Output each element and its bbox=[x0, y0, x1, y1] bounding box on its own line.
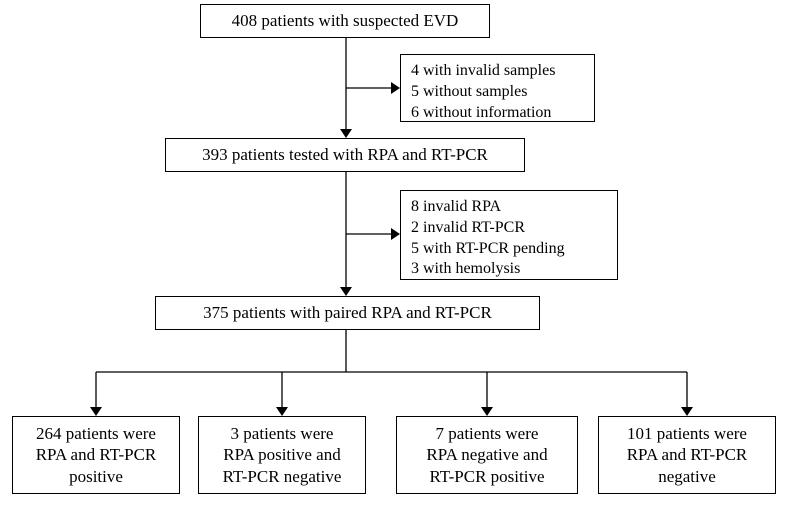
node-paired-results: 375 patients with paired RPA and RT-PCR bbox=[155, 296, 540, 330]
line: negative bbox=[658, 467, 716, 486]
exclusion-item: 4 with invalid samples bbox=[411, 61, 584, 82]
exclusion-item: 3 with hemolysis bbox=[411, 259, 607, 280]
line: 3 patients were bbox=[231, 424, 334, 443]
exclusion-box-1: 4 with invalid samples 5 without samples… bbox=[400, 54, 595, 122]
outcome-pos-pos: 264 patients were RPA and RT-PCR positiv… bbox=[12, 416, 180, 494]
line: RPA and RT-PCR bbox=[36, 445, 157, 464]
line: 264 patients were bbox=[36, 424, 156, 443]
node-text: 3 patients were RPA positive and RT-PCR … bbox=[223, 423, 342, 487]
outcome-neg-pos: 7 patients were RPA negative and RT-PCR … bbox=[396, 416, 578, 494]
node-text: 264 patients were RPA and RT-PCR positiv… bbox=[36, 423, 157, 487]
node-suspected-evd: 408 patients with suspected EVD bbox=[200, 4, 490, 38]
line: 101 patients were bbox=[627, 424, 747, 443]
exclusion-item: 2 invalid RT-PCR bbox=[411, 218, 607, 239]
outcome-neg-neg: 101 patients were RPA and RT-PCR negativ… bbox=[598, 416, 776, 494]
node-text: 7 patients were RPA negative and RT-PCR … bbox=[426, 423, 547, 487]
exclusion-item: 5 without samples bbox=[411, 82, 584, 103]
line: RT-PCR negative bbox=[223, 467, 342, 486]
node-text: 375 patients with paired RPA and RT-PCR bbox=[203, 302, 492, 323]
outcome-pos-neg: 3 patients were RPA positive and RT-PCR … bbox=[198, 416, 366, 494]
node-text: 101 patients were RPA and RT-PCR negativ… bbox=[627, 423, 748, 487]
exclusion-item: 8 invalid RPA bbox=[411, 197, 607, 218]
line: RT-PCR positive bbox=[429, 467, 544, 486]
exclusion-item: 6 without information bbox=[411, 103, 584, 124]
flowchart-canvas: 408 patients with suspected EVD 393 pati… bbox=[0, 0, 787, 524]
line: positive bbox=[69, 467, 123, 486]
node-text: 408 patients with suspected EVD bbox=[232, 10, 459, 31]
node-tested-rpa-rtpcr: 393 patients tested with RPA and RT-PCR bbox=[165, 138, 525, 172]
exclusion-item: 5 with RT-PCR pending bbox=[411, 239, 607, 260]
exclusion-box-2: 8 invalid RPA 2 invalid RT-PCR 5 with RT… bbox=[400, 190, 618, 280]
line: RPA positive and bbox=[223, 445, 340, 464]
line: RPA negative and bbox=[426, 445, 547, 464]
node-text: 393 patients tested with RPA and RT-PCR bbox=[202, 144, 488, 165]
line: RPA and RT-PCR bbox=[627, 445, 748, 464]
line: 7 patients were bbox=[436, 424, 539, 443]
